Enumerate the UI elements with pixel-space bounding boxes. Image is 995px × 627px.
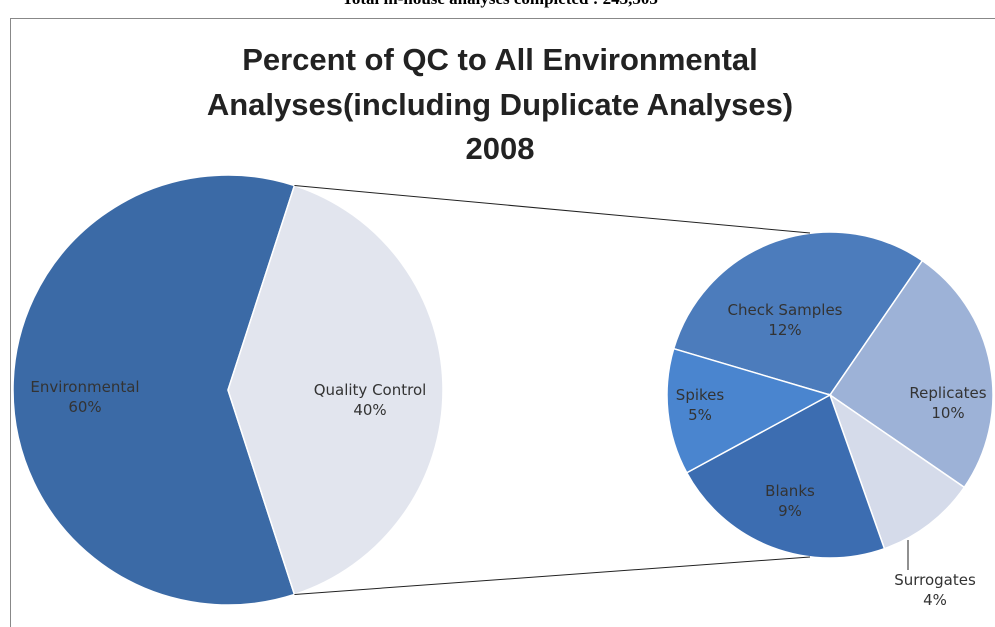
pie-slice — [828, 259, 994, 489]
pie-slice — [12, 174, 296, 606]
pie-slice — [672, 231, 924, 396]
slice-label: Environmental — [30, 378, 139, 396]
pie-slice — [666, 347, 832, 474]
chart-title: Percent of QC to All Environmental — [242, 42, 758, 77]
chart-title: 2008 — [466, 131, 535, 166]
slice-value-label: 5% — [688, 406, 712, 424]
slice-value-label: 12% — [768, 321, 801, 339]
header-text: Total in-house analyses completed : 243,… — [342, 0, 658, 8]
slice-value-label: 10% — [931, 404, 964, 422]
slice-label: Check Samples — [728, 301, 843, 319]
slice-label: Blanks — [765, 482, 815, 500]
slice-label: Replicates — [909, 384, 986, 402]
chart-title: Analyses(including Duplicate Analyses) — [207, 87, 793, 122]
slice-label: Surrogates — [894, 571, 976, 589]
pie-slice — [227, 184, 444, 596]
connector-line — [294, 556, 811, 595]
slice-label: Spikes — [676, 386, 725, 404]
connector-line — [294, 185, 811, 234]
pie-slice — [828, 393, 966, 550]
slice-value-label: 60% — [68, 398, 101, 416]
pie-slice — [685, 393, 886, 559]
slice-value-label: 9% — [778, 502, 802, 520]
slice-label: Quality Control — [314, 381, 427, 399]
slice-value-label: 40% — [353, 401, 386, 419]
slice-value-label: 4% — [923, 591, 947, 609]
